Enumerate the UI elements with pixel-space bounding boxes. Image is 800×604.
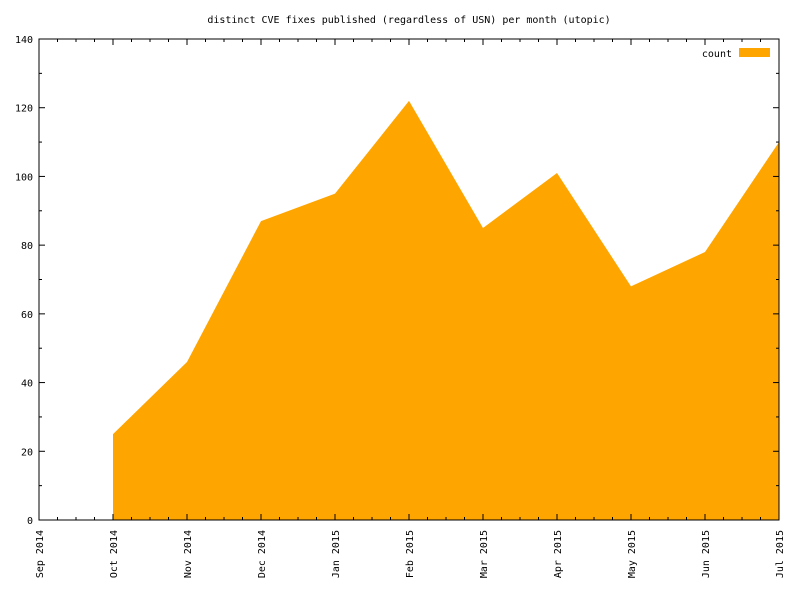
axis-layer: 0 20 40 60 80 100 120 140 Sep 2014 Oct 2014 Nov 20… [15, 35, 786, 578]
y-tick-label: 120 [15, 104, 33, 115]
y-tick-label: 0 [27, 516, 33, 527]
x-tick-label: Mar 2015 [479, 530, 490, 578]
x-tick-label: Jun 2015 [701, 530, 712, 578]
x-tick-label: Oct 2014 [109, 530, 120, 578]
area-layer [113, 100, 779, 520]
x-tick-label: Dec 2014 [257, 530, 268, 578]
x-tick-label: Jan 2015 [331, 530, 342, 578]
y-tick-label: 140 [15, 35, 33, 46]
x-tick-label: Feb 2015 [405, 530, 416, 578]
y-tick-label: 100 [15, 172, 33, 183]
x-tick-label: Jul 2015 [775, 530, 786, 578]
series-area-0 [113, 100, 779, 520]
chart-title: distinct CVE fixes published (regardless… [207, 15, 610, 26]
y-tick-label: 80 [21, 241, 33, 252]
legend: count [702, 48, 770, 60]
y-tick-label: 40 [21, 379, 33, 390]
y-tick-label: 60 [21, 310, 33, 321]
legend-label: count [702, 49, 732, 60]
y-tick-label: 20 [21, 447, 33, 458]
x-tick-label: Apr 2015 [553, 530, 564, 578]
x-tick-label: May 2015 [627, 530, 638, 578]
x-tick-label: Sep 2014 [35, 530, 46, 578]
x-tick-label: Nov 2014 [183, 530, 194, 578]
legend-swatch [739, 48, 770, 57]
